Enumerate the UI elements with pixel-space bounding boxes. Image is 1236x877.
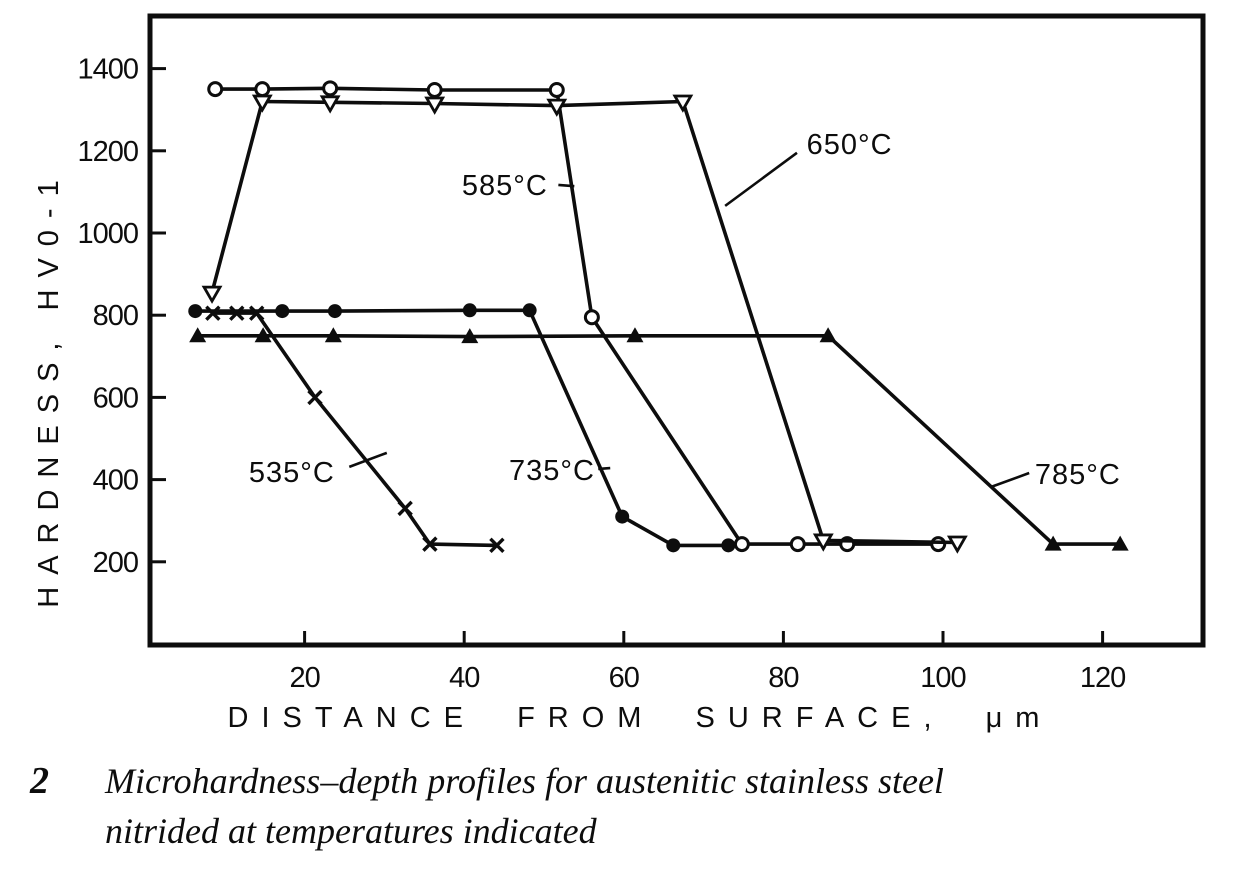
series-marker-785C — [819, 327, 837, 343]
series-marker-785C — [189, 327, 207, 343]
series-marker-585C — [583, 309, 600, 326]
series-line-650C — [210, 99, 958, 545]
series-marker-785C — [626, 327, 644, 343]
chart-canvas: 20 40 60 80 100 120 200 400 600 800 1000 1200 1400 DI… — [33, 13, 1206, 734]
annotation-label-585C: 585°C — [462, 170, 548, 202]
series-line-535C — [212, 311, 497, 548]
series-marker-650C — [251, 94, 273, 113]
annotation-leader-650C — [724, 151, 798, 207]
series-marker-585C — [733, 536, 750, 553]
x-tick-label: 20 — [289, 662, 319, 694]
series-marker-650C — [812, 533, 834, 552]
series-line-785C — [197, 333, 1121, 546]
y-tick-label: 1200 — [77, 136, 138, 168]
series-marker-650C — [201, 285, 223, 304]
series-marker-735C — [522, 303, 537, 318]
annotation-leader-735C — [598, 466, 611, 471]
series-marker-735C — [188, 304, 203, 319]
series-marker-650C — [424, 96, 446, 115]
series-marker-735C — [615, 509, 630, 524]
figure-caption-line2: nitrided at temperatures indicated — [105, 811, 597, 851]
series-marker-535C — [397, 500, 413, 517]
series-marker-585C — [207, 81, 224, 98]
series-marker-785C — [461, 328, 479, 344]
series-marker-585C — [426, 81, 443, 98]
series-marker-650C — [946, 535, 968, 554]
series-marker-535C — [422, 536, 438, 552]
annotation-label-650C: 650°C — [807, 129, 893, 161]
x-axis-title: DISTANCE FROM SURFACE, μm — [228, 702, 1053, 734]
series-marker-535C — [307, 389, 323, 406]
series-marker-735C — [275, 304, 290, 319]
series-marker-785C — [254, 327, 272, 343]
series-marker-585C — [254, 81, 271, 98]
series-marker-535C — [249, 305, 265, 321]
figure-caption-text: Microhardness–depth profiles for austeni… — [105, 756, 1220, 856]
y-tick-label: 1000 — [77, 218, 138, 250]
series-marker-735C — [327, 304, 342, 319]
y-tick-label: 400 — [93, 465, 138, 497]
annotation-leader-585C — [558, 183, 575, 188]
series-marker-735C — [721, 538, 736, 553]
series-marker-585C — [322, 80, 339, 97]
plot-frame — [147, 13, 1206, 648]
figure-caption-line1: Microhardness–depth profiles for austeni… — [105, 761, 944, 801]
series-marker-535C — [489, 537, 505, 554]
annotation-label-735C: 735°C — [509, 455, 595, 487]
x-tick-label: 80 — [768, 662, 798, 694]
series-marker-785C — [324, 327, 342, 343]
y-tick-label: 600 — [93, 382, 138, 414]
figure-caption: 2 Microhardness–depth profiles for auste… — [30, 756, 1220, 856]
series-marker-735C — [462, 303, 477, 318]
series-marker-785C — [1044, 535, 1062, 551]
annotation-label-785C: 785°C — [1035, 459, 1121, 491]
y-tick-label: 200 — [93, 547, 138, 579]
series-marker-585C — [548, 81, 565, 98]
figure-number: 2 — [30, 760, 49, 802]
series-marker-735C — [666, 538, 681, 553]
y-tick-label: 800 — [93, 300, 138, 332]
series-marker-585C — [789, 536, 806, 553]
series-line-735C — [195, 308, 729, 548]
series-marker-535C — [205, 305, 221, 321]
series-marker-785C — [1111, 535, 1129, 551]
x-tick-label: 60 — [609, 662, 639, 694]
series-marker-650C — [319, 95, 341, 114]
y-tick-label: 1400 — [77, 54, 138, 86]
annotation-label-535C: 535°C — [249, 457, 335, 489]
annotation-leader-535C — [348, 451, 388, 469]
series-marker-650C — [546, 98, 568, 117]
series-marker-585C — [930, 536, 947, 553]
y-axis-title: HARDNESS, HV0-1 — [33, 168, 65, 607]
annotation-leader-785C — [990, 471, 1030, 489]
x-tick-label: 120 — [1080, 662, 1125, 694]
x-tick-label: 40 — [449, 662, 479, 694]
x-tick-label: 100 — [920, 662, 965, 694]
series-marker-650C — [672, 94, 694, 113]
series-marker-535C — [229, 305, 245, 321]
